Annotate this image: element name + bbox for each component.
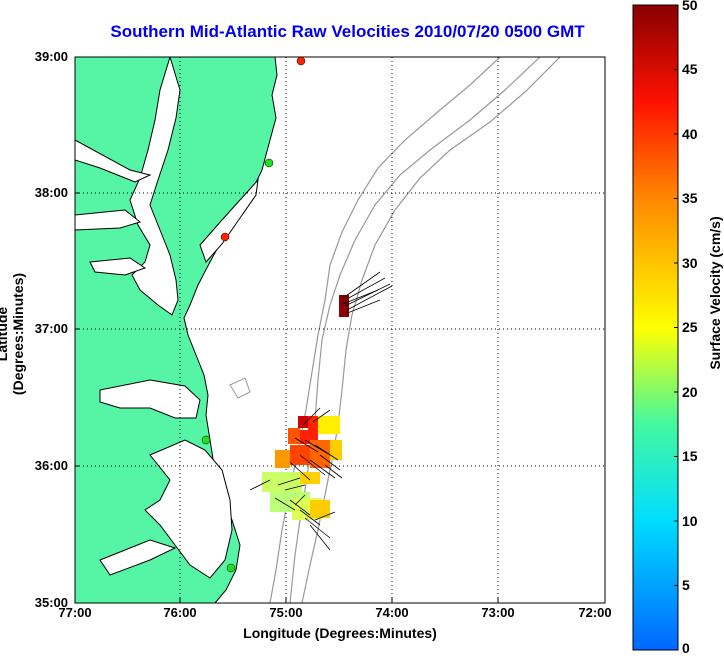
x-tick-label: 74:00 <box>375 605 409 620</box>
x-tick-label: 73:00 <box>481 605 515 620</box>
chesapeake-bay <box>129 57 181 316</box>
bathymetry-contour-4 <box>229 377 251 399</box>
station-marker <box>296 57 306 66</box>
pamlico-sound <box>144 439 233 579</box>
colorbar-ticks <box>674 4 678 651</box>
colorbar-tick-label: 5 <box>682 577 690 593</box>
chart-title: Southern Mid-Atlantic Raw Velocities 201… <box>110 22 585 41</box>
y-tick-label: 36:00 <box>34 458 68 473</box>
river-2 <box>75 209 142 231</box>
station-marker <box>264 158 274 168</box>
colorbar-tick-label: 40 <box>682 126 698 142</box>
river-1 <box>75 139 152 183</box>
colorbar-tick-label: 45 <box>682 61 698 77</box>
albemarle-sound <box>99 379 201 419</box>
colorbar-tick-label: 35 <box>682 190 698 206</box>
axis-ticks <box>74 56 606 604</box>
y-tick-label: 39:00 <box>34 49 68 64</box>
x-axis-label: Longitude (Degrees:Minutes) <box>243 625 437 641</box>
y-tick-label: 38:00 <box>34 185 68 200</box>
station-marker <box>220 232 230 242</box>
x-tick-label: 77:00 <box>58 605 92 620</box>
delmarva-inner-water <box>199 178 259 263</box>
colorbar-tick-label: 10 <box>682 513 698 529</box>
plot-frame <box>74 56 606 604</box>
pamlico-river <box>99 539 177 576</box>
x-tick-label: 72:00 <box>578 605 612 620</box>
station-marker <box>201 435 211 445</box>
colorbar-tick-label: 0 <box>682 640 690 656</box>
land-mainland <box>75 57 278 603</box>
station-marker <box>226 563 236 573</box>
velocity-arrows <box>249 271 393 551</box>
colorbar-tick-label: 25 <box>682 319 698 335</box>
colorbar-label: Surface Velocity (cm/s) <box>707 216 723 370</box>
x-tick-label: 75:00 <box>269 605 303 620</box>
colorbar <box>632 4 679 651</box>
y-tick-label: 37:00 <box>34 321 68 336</box>
river-3 <box>89 257 147 276</box>
grid <box>75 57 605 603</box>
colorbar-tick-label: 15 <box>682 448 698 464</box>
colorbar-tick-label: 30 <box>682 255 698 271</box>
x-tick-label: 76:00 <box>163 605 197 620</box>
y-tick-label: 35:00 <box>34 595 68 610</box>
colorbar-tick-label: 50 <box>682 0 698 13</box>
colorbar-tick-label: 20 <box>682 384 698 400</box>
